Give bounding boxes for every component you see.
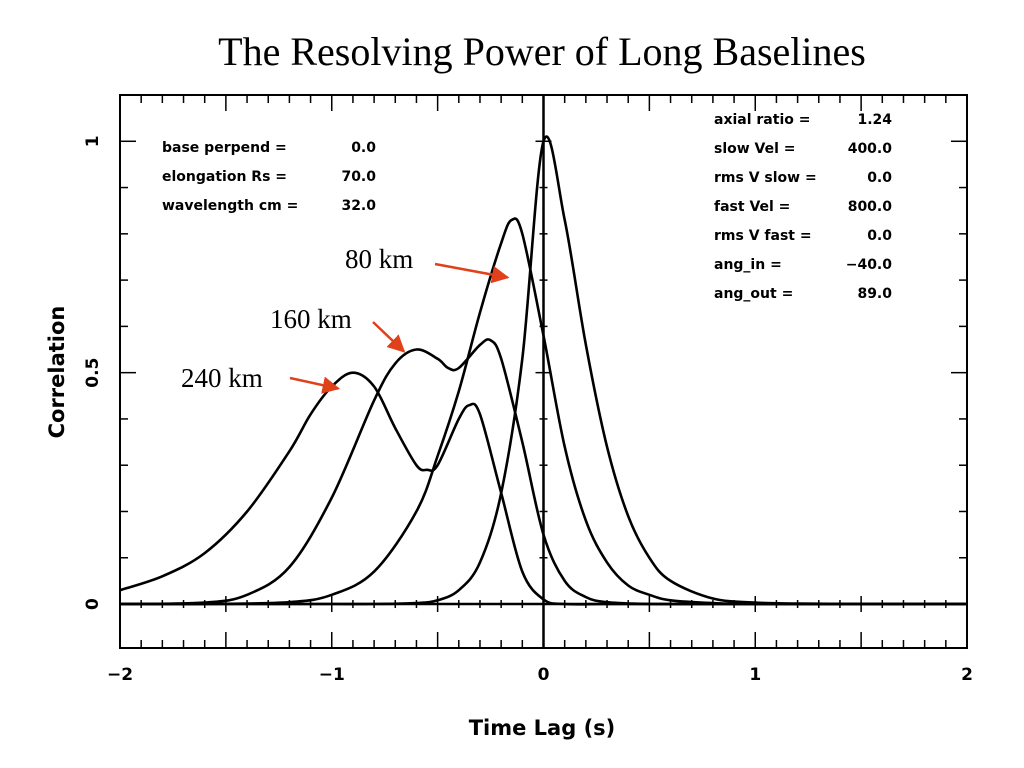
param-label: slow Vel =: [714, 141, 796, 157]
annotation-label: 160 km: [270, 304, 352, 334]
annotation-arrow: [289, 376, 341, 394]
param-value: 800.0: [848, 199, 893, 215]
param-label: ang_in =: [714, 257, 782, 273]
annotation-arrow: [434, 262, 510, 284]
annotation-arrow: [372, 321, 406, 353]
param-value: 1.24: [857, 112, 892, 128]
x-tick-label: −1: [319, 665, 345, 685]
param-label: fast Vel =: [714, 199, 790, 215]
param-value: −40.0: [846, 257, 893, 273]
x-tick-label: 0: [538, 665, 550, 685]
param-label: wavelength cm =: [162, 198, 298, 214]
axis-ticks: −2 −1 0 1 2 0 0.5 1: [83, 95, 973, 685]
y-axis-label: Correlation: [45, 306, 69, 439]
annotation-label: 80 km: [345, 244, 413, 274]
param-label: elongation Rs =: [162, 169, 287, 185]
param-label: rms V slow =: [714, 170, 817, 186]
param-label: base perpend =: [162, 140, 287, 156]
series-line: [119, 217, 967, 606]
param-value: 32.0: [341, 198, 376, 214]
x-axis-label: Time Lag (s): [469, 716, 616, 740]
series-lines: [119, 135, 968, 606]
annotation-label: 240 km: [181, 363, 263, 393]
param-value: 0.0: [867, 170, 892, 186]
param-label: axial ratio =: [714, 112, 810, 128]
chart-title: The Resolving Power of Long Baselines: [218, 29, 866, 74]
x-tick-label: 2: [961, 665, 973, 685]
param-label: ang_out =: [714, 286, 793, 302]
parameter-text: base perpend = 0.0 elongation Rs = 70.0 wave…: [162, 112, 892, 302]
x-tick-label: −2: [107, 665, 133, 685]
param-value: 400.0: [848, 141, 893, 157]
series-line: [119, 371, 967, 606]
param-value: 0.0: [351, 140, 376, 156]
y-tick-label: 1: [83, 135, 103, 147]
param-value: 0.0: [867, 228, 892, 244]
param-label: rms V fast =: [714, 228, 812, 244]
param-value: 89.0: [857, 286, 892, 302]
y-tick-label: 0: [83, 598, 103, 610]
series-line: [120, 135, 968, 606]
param-value: 70.0: [341, 169, 376, 185]
x-tick-label: 1: [749, 665, 761, 685]
y-tick-label: 0.5: [83, 358, 103, 388]
